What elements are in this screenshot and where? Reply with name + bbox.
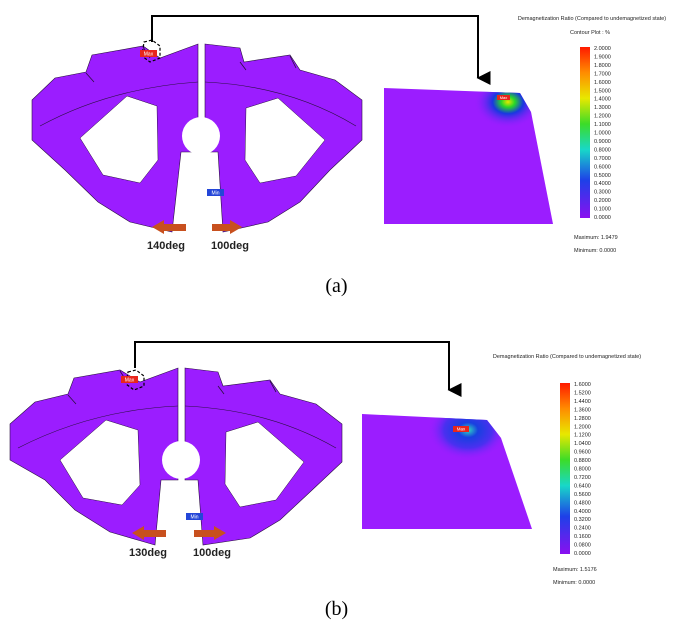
color-scale-tick-label: 0.0000 xyxy=(574,551,591,557)
color-scale-tick-label: 1.1000 xyxy=(594,122,611,128)
color-scale-tick-label: 1.9000 xyxy=(594,54,611,60)
color-scale-tick-label: 0.3000 xyxy=(594,190,611,196)
shaft-hole xyxy=(162,441,200,479)
color-scale-tick-label: 1.4400 xyxy=(574,399,591,405)
color-scale-tick-label: 1.0400 xyxy=(574,441,591,447)
color-scale-tick-label: 0.5600 xyxy=(574,492,591,498)
color-scale-tick-label: 2.0000 xyxy=(594,46,611,52)
legend-minimum: Minimum: 0.0000 xyxy=(574,248,616,254)
color-scale-tick-label: 0.5000 xyxy=(594,173,611,179)
color-scale-tick-label: 1.2800 xyxy=(574,416,591,422)
color-scale-tick-label: 0.2400 xyxy=(574,526,591,532)
zoom-max-tag-label: Max xyxy=(457,427,466,432)
max-tag xyxy=(121,376,138,383)
min-tag xyxy=(186,513,203,520)
color-scale-tick-label: 0.8000 xyxy=(574,467,591,473)
color-scale-tick-label: 1.5200 xyxy=(574,390,591,396)
color-scale-tick-label: 0.1600 xyxy=(574,534,591,540)
panel-b: Max Min 130deg 100deg Max Demagnetizatio… xyxy=(0,320,673,640)
color-scale-bar xyxy=(580,47,590,218)
caption-a: (a) xyxy=(325,275,348,297)
color-scale-tick-label: 0.6000 xyxy=(594,164,611,170)
rotation-arrow-right xyxy=(212,220,242,234)
color-scale-tick-label: 0.9000 xyxy=(594,139,611,145)
color-scale-tick-label: 1.7000 xyxy=(594,71,611,77)
color-scale-tick-label: 1.0000 xyxy=(594,131,611,137)
connector-arrow xyxy=(151,15,491,85)
color-scale-tick-label: 0.8800 xyxy=(574,458,591,464)
color-scale-tick-label: 0.4000 xyxy=(574,509,591,515)
zoom-max-tag-label: Max xyxy=(500,95,508,100)
zoomed-view: Max xyxy=(384,88,553,224)
min-tag xyxy=(207,189,224,196)
color-scale-tick-label: 1.3600 xyxy=(574,407,591,413)
max-tag xyxy=(140,50,157,57)
max-tag-label: Max xyxy=(125,378,135,384)
motor-right-half xyxy=(184,367,343,546)
color-scale-tick-label: 0.8000 xyxy=(594,147,611,153)
connector-arrow xyxy=(134,341,462,397)
color-scale-tick-label: 0.4000 xyxy=(594,181,611,187)
legend-maximum: Maximum: 1.5176 xyxy=(553,567,597,573)
rotation-arrow-left xyxy=(132,526,166,540)
caption-b: (b) xyxy=(324,598,349,620)
rotation-label-right: 100deg xyxy=(193,547,231,559)
color-scale-tick-label: 1.2000 xyxy=(594,114,611,120)
color-scale-tick-label: 1.5000 xyxy=(594,88,611,94)
color-scale-tick-label: 1.4000 xyxy=(594,97,611,103)
shaft-hole xyxy=(182,117,220,155)
color-scale-tick-label: 0.3200 xyxy=(574,517,591,523)
zoomed-view: Max xyxy=(362,414,532,529)
zoom-max-tag xyxy=(453,426,469,432)
color-scale-tick-label: 0.7000 xyxy=(594,156,611,162)
color-scale-tick-label: 0.6400 xyxy=(574,483,591,489)
color-scale-tick-label: 0.7200 xyxy=(574,475,591,481)
motor-right-half xyxy=(204,43,363,233)
motor-left-half xyxy=(9,367,179,546)
rotation-arrow-right xyxy=(194,526,226,540)
color-scale-tick-label: 1.6000 xyxy=(574,382,591,388)
color-scale-bar xyxy=(560,383,570,554)
color-scale-tick-label: 1.1200 xyxy=(574,433,591,439)
color-scale-ticks: 2.0000 1.9000 1.8000 1.7000 1.6000 1.5000 1.40… xyxy=(594,46,611,221)
color-scale-ticks: 1.6000 1.5200 1.4400 1.3600 1.2800 1.2000 1.12… xyxy=(574,382,591,557)
legend-title: Demagnetization Ratio (Compared to undem… xyxy=(518,16,666,22)
color-scale-tick-label: 1.6000 xyxy=(594,80,611,86)
color-scale-tick-label: 1.3000 xyxy=(594,105,611,111)
panel-a-figure: Max Min 140deg 100deg Max Demagnetizatio… xyxy=(31,15,666,254)
legend: Demagnetization Ratio (Compared to undem… xyxy=(493,354,641,586)
zoom-max-tag xyxy=(497,95,510,100)
max-tag-label: Max xyxy=(144,52,154,58)
legend-subtitle: Contour Plot : % xyxy=(570,30,610,36)
min-tag-label: Min xyxy=(190,515,198,521)
color-scale-tick-label: 1.2000 xyxy=(574,424,591,430)
min-tag-label: Min xyxy=(211,191,219,197)
color-scale-tick-label: 0.4800 xyxy=(574,500,591,506)
panel-a: Max Min 140deg 100deg Max Demagnetizatio… xyxy=(0,0,673,310)
rotation-arrow-left xyxy=(152,220,186,234)
legend-maximum: Maximum: 1.9479 xyxy=(574,235,618,241)
legend-title: Demagnetization Ratio (Compared to undem… xyxy=(493,354,641,360)
motor-left-half xyxy=(31,43,199,233)
color-scale-tick-label: 0.9600 xyxy=(574,450,591,456)
color-scale-tick-label: 0.1000 xyxy=(594,207,611,213)
color-scale-tick-label: 0.0000 xyxy=(594,215,611,221)
legend-minimum: Minimum: 0.0000 xyxy=(553,580,595,586)
color-scale-tick-label: 1.8000 xyxy=(594,63,611,69)
panel-b-figure: Max Min 130deg 100deg Max Demagnetizatio… xyxy=(9,341,641,586)
legend: Demagnetization Ratio (Compared to undem… xyxy=(518,16,666,254)
rotation-label-right: 100deg xyxy=(211,240,249,252)
color-scale-tick-label: 0.2000 xyxy=(594,198,611,204)
color-scale-tick-label: 0.0800 xyxy=(574,543,591,549)
rotation-label-left: 130deg xyxy=(129,547,167,559)
rotation-label-left: 140deg xyxy=(147,240,185,252)
